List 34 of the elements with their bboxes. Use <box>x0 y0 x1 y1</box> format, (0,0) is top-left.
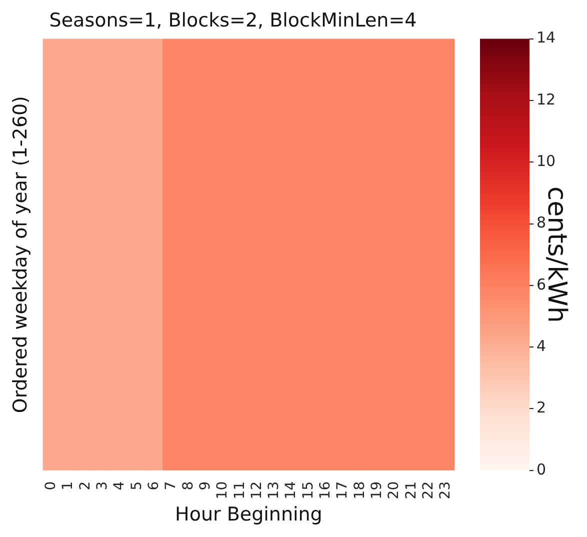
x-tick-label: 23 <box>438 481 454 500</box>
x-tick-label: 19 <box>369 481 386 500</box>
x-tick-label: 20 <box>386 481 402 500</box>
color-bar-label: 2 <box>536 398 546 417</box>
x-tick-label: 14 <box>283 481 300 500</box>
x-tick-label: 7 <box>163 481 180 490</box>
x-tick-label: 5 <box>128 481 145 490</box>
x-tick-label: 0 <box>43 481 60 490</box>
x-tick-label: 12 <box>248 481 265 500</box>
x-tick-label: 6 <box>146 481 162 490</box>
y-axis-title: Ordered weekday of year (1-260) <box>9 96 32 414</box>
x-tick-label: 11 <box>232 481 248 500</box>
x-tick-label: 4 <box>112 481 128 490</box>
color-bar-label: 0 <box>536 460 546 478</box>
color-bar-label: 14 <box>536 28 556 47</box>
x-tick-label: 3 <box>94 481 110 490</box>
x-tick-label: 8 <box>180 481 196 490</box>
x-tick-label: 2 <box>77 481 94 490</box>
x-tick-label: 18 <box>352 481 368 500</box>
chart-title: Seasons=1, Blocks=2, BlockMinLen=4 <box>49 9 417 32</box>
color-bar-label: 4 <box>536 336 546 355</box>
x-tick-label: 21 <box>403 481 420 500</box>
color-bar-label: 8 <box>536 214 546 232</box>
color-bar-label: 10 <box>536 152 556 170</box>
x-tick-label: 17 <box>334 481 351 500</box>
x-tick-label: 9 <box>197 481 214 490</box>
x-tick-label: 15 <box>300 481 316 500</box>
x-tick-label: 1 <box>60 481 76 490</box>
x-tick-label: 22 <box>420 481 437 500</box>
x-tick-label: 13 <box>266 481 282 500</box>
x-axis-title: Hour Beginning <box>175 504 322 526</box>
color-bar-label: 12 <box>536 90 556 108</box>
x-tick-label: 10 <box>214 481 231 500</box>
x-tick-label: 16 <box>318 481 334 500</box>
